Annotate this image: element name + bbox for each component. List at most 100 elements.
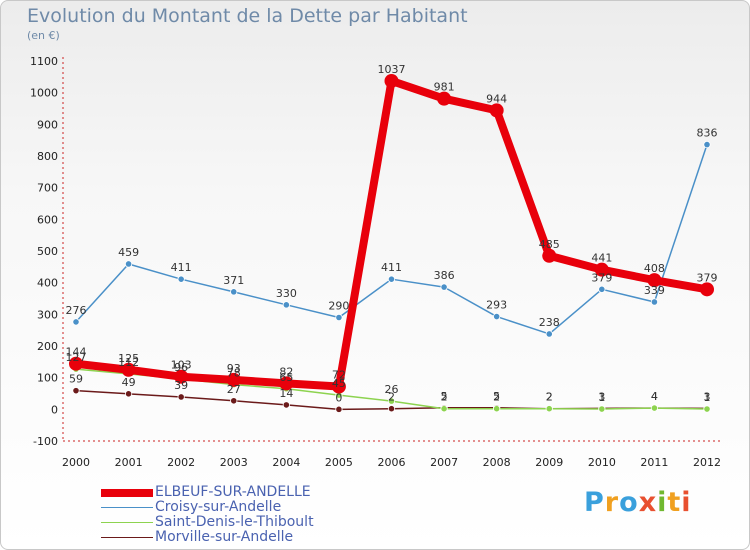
series-point [72, 387, 80, 395]
data-label: 49 [122, 376, 136, 389]
series-point [703, 405, 711, 413]
x-tick-label: 2004 [272, 456, 300, 469]
data-label: 276 [66, 304, 87, 317]
x-tick-label: 2011 [640, 456, 668, 469]
data-label: 290 [328, 300, 349, 313]
y-tick-label: 100 [37, 372, 58, 385]
series-point [387, 405, 396, 413]
series-point [440, 405, 448, 413]
data-label: 441 [591, 252, 612, 265]
data-label: 26 [385, 383, 399, 396]
series-point [69, 356, 83, 371]
data-label: 78 [227, 367, 241, 380]
x-tick-label: 2003 [220, 456, 248, 469]
y-tick-label: 500 [37, 245, 58, 258]
data-label: 4 [651, 390, 658, 403]
y-tick-label: 700 [37, 182, 58, 195]
series-point [489, 103, 504, 118]
data-label: 96 [174, 361, 188, 374]
y-tick-label: 0 [51, 403, 58, 416]
series-point [279, 376, 294, 391]
x-tick-label: 2008 [483, 456, 511, 469]
x-tick-label: 2012 [693, 456, 721, 469]
data-label: 238 [539, 316, 560, 329]
data-label: 1037 [378, 63, 406, 76]
y-tick-label: 1100 [30, 55, 58, 68]
y-tick-label: 300 [37, 308, 58, 321]
data-label: 39 [174, 379, 188, 392]
data-label: 3 [598, 390, 605, 403]
series-point [598, 405, 606, 413]
data-label: 1 [704, 391, 711, 404]
series-point [282, 301, 290, 309]
data-label: 485 [539, 238, 560, 251]
data-label: 293 [486, 299, 507, 312]
data-label: 5 [493, 390, 500, 403]
legend-swatch [101, 489, 153, 497]
y-tick-label: 800 [37, 150, 58, 163]
legend-swatch [101, 537, 153, 538]
proxiti-logo: Proxiti [584, 487, 692, 518]
legend-item: Saint-Denis-le-Thiboult [101, 515, 361, 530]
series-point [174, 369, 189, 384]
series-point [335, 405, 343, 413]
series-point [542, 248, 557, 263]
data-label: 379 [697, 271, 718, 284]
data-label: 408 [644, 262, 665, 275]
data-label: 944 [486, 92, 507, 105]
data-label: 339 [644, 284, 665, 297]
chart-title: Evolution du Montant de la Dette par Hab… [27, 5, 468, 27]
series-point [177, 393, 185, 401]
series-point [598, 285, 606, 293]
data-label: 72 [332, 369, 346, 382]
x-tick-label: 2005 [325, 456, 353, 469]
series-point [230, 397, 238, 405]
data-label: 459 [118, 246, 139, 259]
series-point [703, 141, 711, 149]
series-point [124, 390, 133, 398]
data-label: 59 [69, 373, 83, 386]
legend-label: ELBEUF-SUR-ANDELLE [155, 484, 311, 500]
series-point [226, 372, 241, 387]
x-tick-label: 2001 [115, 456, 143, 469]
legend-item: Morville-sur-Andelle [101, 530, 361, 545]
x-tick-label: 2006 [378, 456, 406, 469]
data-label: 0 [335, 391, 342, 404]
y-tick-label: 900 [37, 118, 58, 131]
data-label: 836 [697, 127, 718, 140]
series-line-0 [75, 76, 708, 391]
chart-subtitle: (en €) [27, 29, 60, 42]
data-label: 14 [279, 387, 293, 400]
legend-swatch [101, 522, 153, 523]
legend: ELBEUF-SUR-ANDELLE Croisy-sur-Andelle Sa… [101, 485, 361, 545]
x-tick-label: 2007 [430, 456, 458, 469]
series-point [387, 397, 396, 405]
data-label: 330 [276, 287, 297, 300]
data-label: 371 [223, 274, 244, 287]
data-label: 386 [434, 269, 455, 282]
y-tick-label: 400 [37, 277, 58, 290]
series-point [72, 318, 80, 326]
series-point [387, 275, 396, 283]
legend-item: Croisy-sur-Andelle [101, 500, 361, 515]
series-point [282, 401, 290, 409]
y-tick-label: 600 [37, 213, 58, 226]
legend-label: Croisy-sur-Andelle [155, 499, 282, 515]
data-label: 65 [279, 371, 293, 384]
series-point [384, 73, 399, 88]
series-point [647, 273, 662, 288]
series-point [331, 379, 346, 394]
data-label: 5 [441, 390, 448, 403]
data-label: 93 [227, 362, 241, 375]
legend-swatch [101, 507, 153, 508]
data-label: 4 [651, 390, 658, 403]
data-label: 112 [118, 356, 139, 369]
data-label: 411 [381, 261, 402, 274]
series-point [124, 260, 133, 268]
series-line-1 [75, 144, 708, 335]
series-point [177, 275, 185, 283]
series-point [493, 405, 501, 413]
data-label: 1 [598, 391, 605, 404]
